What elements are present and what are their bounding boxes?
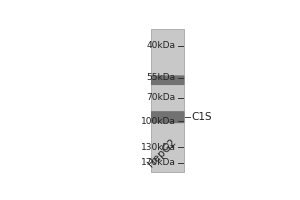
Text: 100kDa: 100kDa xyxy=(141,117,176,126)
Text: 55kDa: 55kDa xyxy=(147,73,176,82)
Text: C1S: C1S xyxy=(191,112,211,122)
Text: 130kDa: 130kDa xyxy=(141,143,176,152)
FancyBboxPatch shape xyxy=(151,111,184,123)
Text: 70kDa: 70kDa xyxy=(147,93,176,102)
Text: 170kDa: 170kDa xyxy=(141,158,176,167)
Bar xyxy=(152,29,184,172)
Text: HepG2: HepG2 xyxy=(146,137,178,169)
Text: 40kDa: 40kDa xyxy=(147,41,176,50)
FancyBboxPatch shape xyxy=(151,75,184,85)
